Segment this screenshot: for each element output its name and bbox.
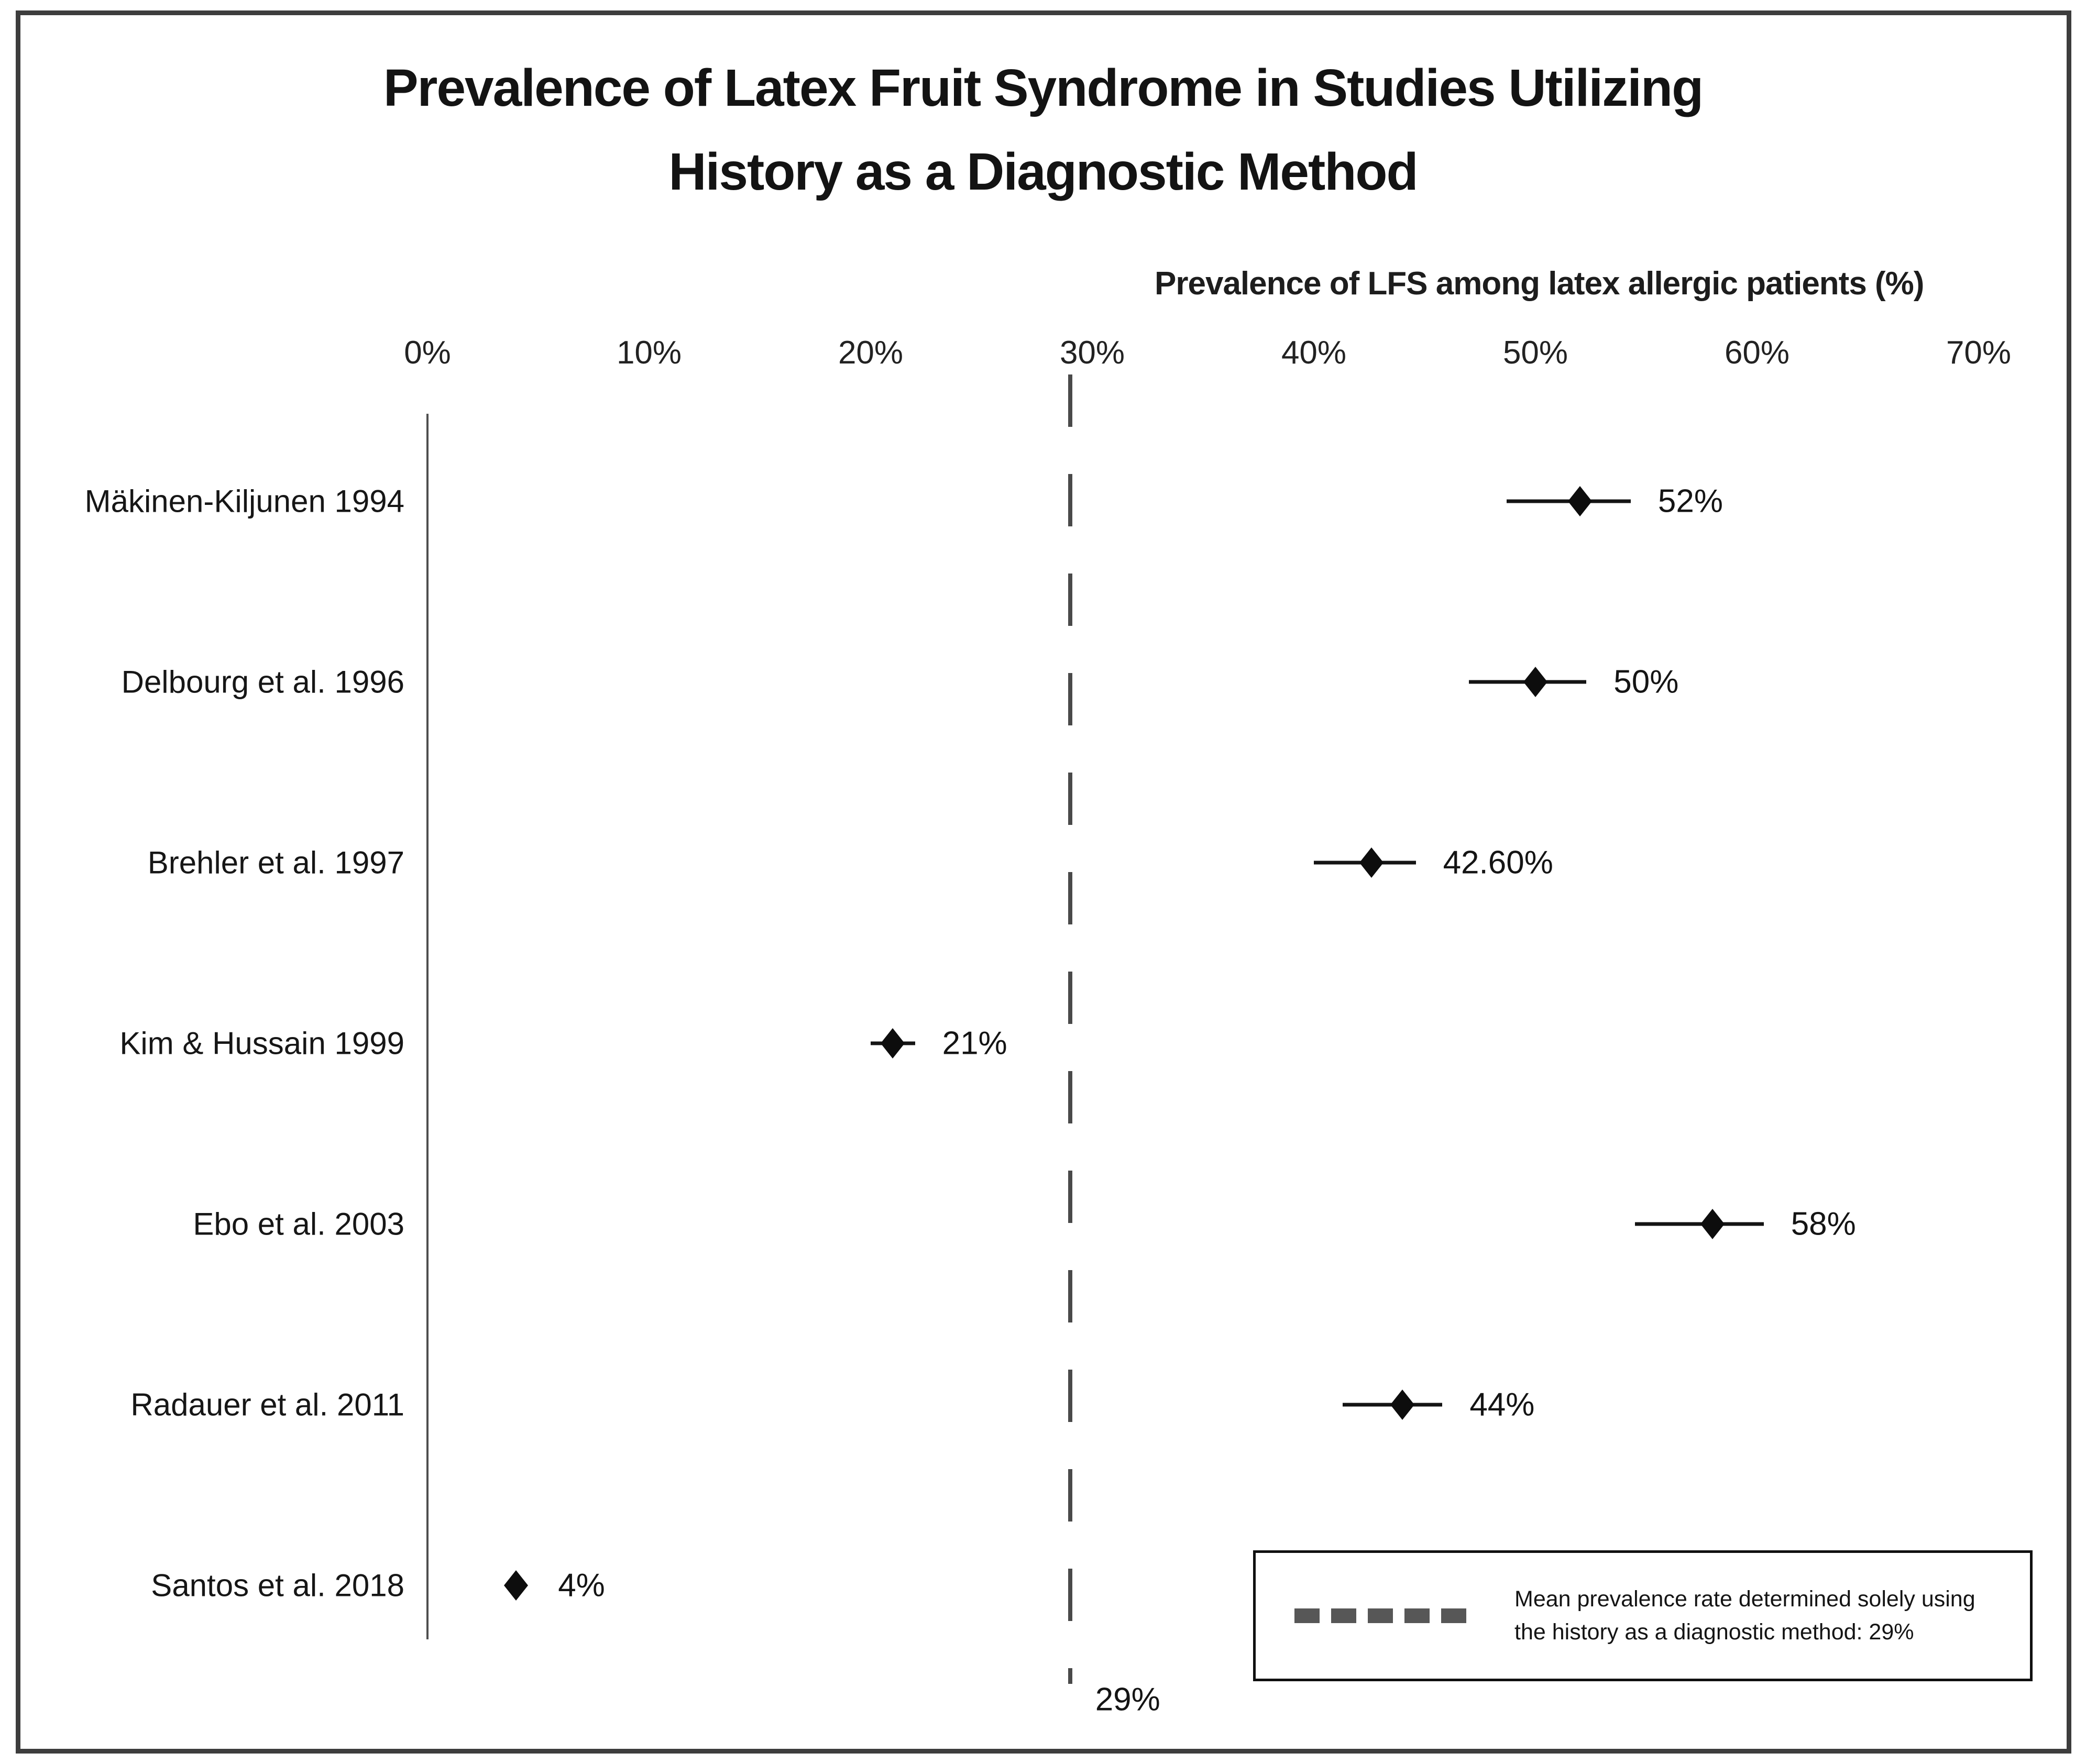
data-point-diamond bbox=[1390, 1390, 1415, 1420]
mean-line-value-label: 29% bbox=[1095, 1681, 1160, 1718]
data-point-value-label: 58% bbox=[1791, 1206, 1856, 1242]
error-bar bbox=[1635, 1222, 1764, 1226]
study-label: Delbourg et al. 1996 bbox=[121, 664, 404, 700]
study-label: Santos et al. 2018 bbox=[151, 1568, 404, 1603]
study-label: Mäkinen-Kiljunen 1994 bbox=[84, 483, 404, 519]
chart-title: Prevalence of Latex Fruit Syndrome in St… bbox=[0, 46, 2086, 214]
data-point-value-label: 52% bbox=[1657, 483, 1723, 520]
legend-dashed-line-sample bbox=[1294, 1608, 1466, 1623]
x-tick-label: 70% bbox=[1946, 335, 2012, 371]
data-point-diamond bbox=[881, 1028, 905, 1059]
chart-outer-border bbox=[16, 10, 2071, 1754]
study-label: Brehler et al. 1997 bbox=[147, 845, 404, 880]
data-point-value-label: 42.60% bbox=[1443, 844, 1553, 881]
x-tick-label: 0% bbox=[404, 335, 451, 371]
x-axis-title: Prevalence of LFS among latex allergic p… bbox=[1155, 266, 1924, 302]
x-tick-label: 20% bbox=[838, 335, 904, 371]
data-point-value-label: 21% bbox=[942, 1025, 1007, 1062]
mean-dashed-line bbox=[1068, 374, 1072, 1684]
x-tick-label: 40% bbox=[1281, 335, 1347, 371]
x-tick-label: 30% bbox=[1059, 335, 1125, 371]
legend-box: Mean prevalence rate determined solely u… bbox=[1253, 1550, 2033, 1681]
data-point-value-label: 50% bbox=[1613, 664, 1679, 700]
data-point-value-label: 4% bbox=[558, 1567, 605, 1604]
data-point-diamond bbox=[1359, 847, 1384, 878]
y-axis-line bbox=[426, 414, 429, 1639]
legend-caption: Mean prevalence rate determined solely u… bbox=[1514, 1583, 1975, 1649]
study-label: Radauer et al. 2011 bbox=[130, 1387, 404, 1423]
chart-title-line1: Prevalence of Latex Fruit Syndrome in St… bbox=[383, 59, 1704, 117]
data-point-diamond bbox=[1567, 486, 1592, 516]
x-tick-label: 10% bbox=[616, 335, 682, 371]
data-point-diamond bbox=[1700, 1209, 1725, 1239]
study-label: Ebo et al. 2003 bbox=[193, 1206, 404, 1242]
study-label: Kim & Hussain 1999 bbox=[119, 1026, 404, 1061]
legend-caption-line2: the history as a diagnostic method: 29% bbox=[1514, 1619, 1914, 1645]
data-point-diamond bbox=[1523, 667, 1547, 697]
legend-caption-line1: Mean prevalence rate determined solely u… bbox=[1514, 1586, 1975, 1612]
data-point-diamond bbox=[504, 1570, 529, 1601]
chart-title-line2: History as a Diagnostic Method bbox=[668, 142, 1418, 201]
x-tick-label: 60% bbox=[1724, 335, 1790, 371]
x-tick-label: 50% bbox=[1502, 335, 1568, 371]
data-point-value-label: 44% bbox=[1469, 1386, 1535, 1423]
